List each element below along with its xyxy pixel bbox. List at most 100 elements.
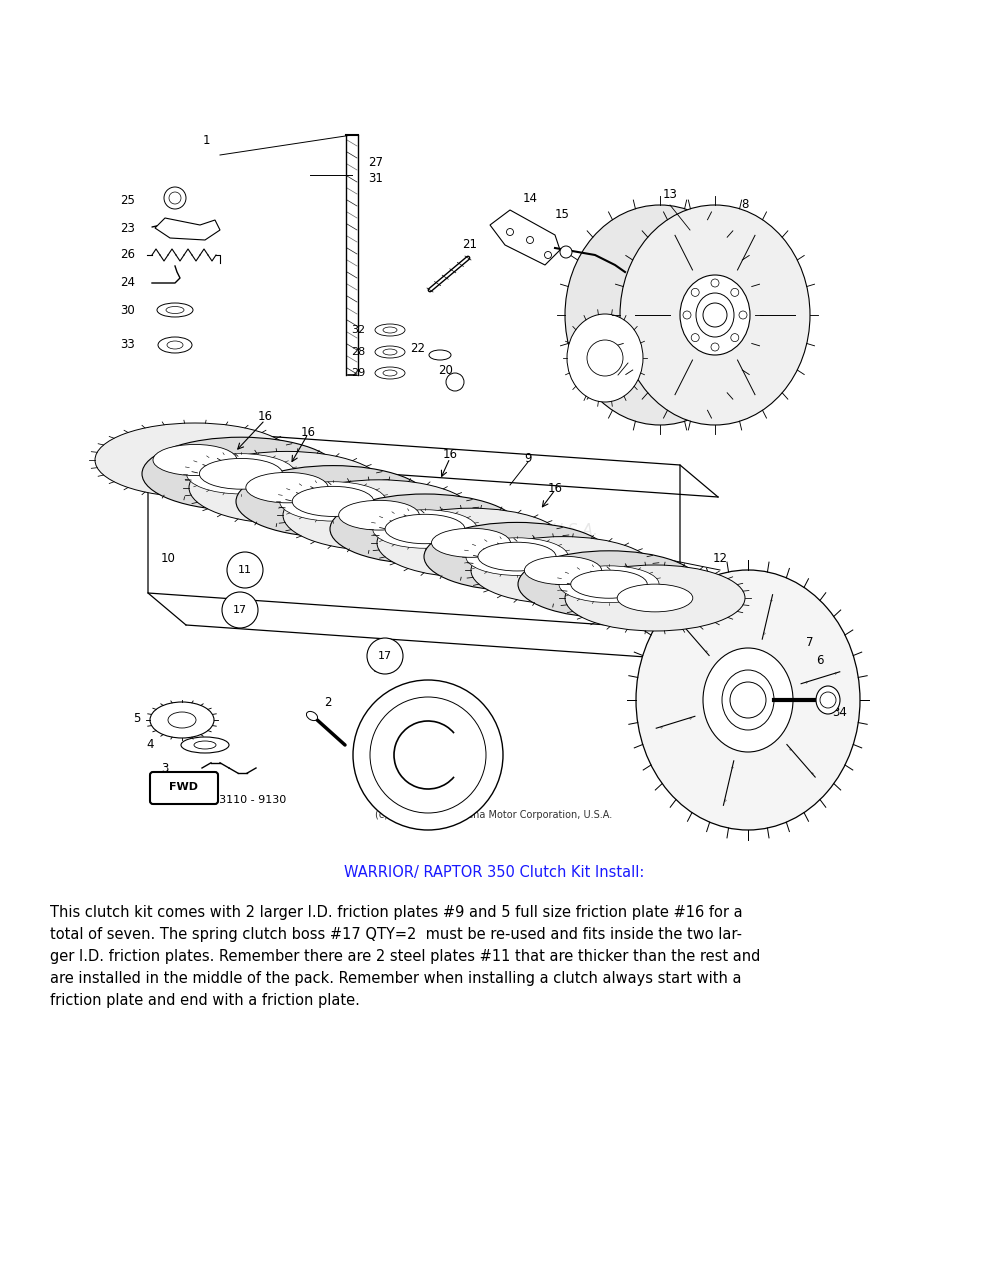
Text: 21: 21 xyxy=(462,238,477,251)
Text: 17: 17 xyxy=(233,605,247,614)
Ellipse shape xyxy=(150,701,214,739)
Ellipse shape xyxy=(373,509,478,548)
Text: 16: 16 xyxy=(257,411,273,424)
Text: 27: 27 xyxy=(368,155,383,169)
Text: 26: 26 xyxy=(120,248,135,261)
Circle shape xyxy=(169,192,181,204)
Ellipse shape xyxy=(330,494,520,564)
Ellipse shape xyxy=(559,566,659,603)
Ellipse shape xyxy=(187,453,296,494)
Circle shape xyxy=(703,303,727,326)
Text: 22: 22 xyxy=(410,342,425,355)
Circle shape xyxy=(370,698,486,813)
Ellipse shape xyxy=(565,205,755,425)
Ellipse shape xyxy=(338,500,419,530)
Text: 30: 30 xyxy=(121,303,135,316)
Ellipse shape xyxy=(383,370,397,376)
Circle shape xyxy=(506,229,513,236)
Text: 18: 18 xyxy=(610,356,625,369)
Ellipse shape xyxy=(167,340,183,349)
Ellipse shape xyxy=(703,648,793,751)
Ellipse shape xyxy=(153,444,237,476)
Text: 3GD3110 - 9130: 3GD3110 - 9130 xyxy=(195,795,286,805)
Ellipse shape xyxy=(816,686,840,714)
Ellipse shape xyxy=(142,438,340,511)
Ellipse shape xyxy=(680,275,750,355)
Text: 4: 4 xyxy=(146,739,153,751)
Text: 34: 34 xyxy=(833,705,848,718)
Ellipse shape xyxy=(280,481,387,521)
Text: 24: 24 xyxy=(120,276,135,289)
Text: 29: 29 xyxy=(351,369,365,378)
FancyBboxPatch shape xyxy=(150,772,218,804)
Ellipse shape xyxy=(158,337,192,353)
Ellipse shape xyxy=(478,543,556,571)
Text: 8: 8 xyxy=(742,198,749,211)
Text: 13: 13 xyxy=(663,188,677,201)
Text: 12: 12 xyxy=(712,552,728,564)
Circle shape xyxy=(711,343,719,351)
Ellipse shape xyxy=(283,480,475,550)
Ellipse shape xyxy=(157,303,193,317)
Text: friction plate and end with a friction plate.: friction plate and end with a friction p… xyxy=(50,993,360,1009)
Ellipse shape xyxy=(236,466,430,538)
Ellipse shape xyxy=(471,536,655,604)
Ellipse shape xyxy=(424,522,610,591)
Text: 32: 32 xyxy=(351,325,365,335)
Text: (c) 2005-2011 Yamaha Motor Corporation, U.S.A.: (c) 2005-2011 Yamaha Motor Corporation, … xyxy=(376,810,612,820)
Text: 11: 11 xyxy=(238,564,252,575)
Text: 17: 17 xyxy=(378,652,392,660)
Text: 16: 16 xyxy=(301,425,315,439)
Circle shape xyxy=(820,692,836,708)
Text: 16: 16 xyxy=(442,448,458,462)
Text: 28: 28 xyxy=(351,347,365,357)
Ellipse shape xyxy=(189,452,385,524)
Ellipse shape xyxy=(567,314,643,402)
Circle shape xyxy=(526,237,533,243)
Ellipse shape xyxy=(617,584,693,612)
Text: WARRIOR/ RAPTOR 350 Clutch Kit Install:: WARRIOR/ RAPTOR 350 Clutch Kit Install: xyxy=(344,865,644,881)
Ellipse shape xyxy=(429,349,451,360)
Text: 6: 6 xyxy=(816,654,824,667)
Text: 20: 20 xyxy=(438,364,453,376)
Text: 33: 33 xyxy=(121,338,135,352)
Ellipse shape xyxy=(375,367,405,379)
Ellipse shape xyxy=(307,712,317,721)
Ellipse shape xyxy=(200,458,283,489)
Ellipse shape xyxy=(194,741,216,749)
Text: 19: 19 xyxy=(592,337,607,349)
Text: This clutch kit comes with 2 larger I.D. friction plates #9 and 5 full size fric: This clutch kit comes with 2 larger I.D.… xyxy=(50,905,743,920)
Ellipse shape xyxy=(375,346,405,358)
Ellipse shape xyxy=(95,422,295,497)
Ellipse shape xyxy=(466,538,568,576)
Circle shape xyxy=(691,288,699,297)
Circle shape xyxy=(739,311,747,319)
Circle shape xyxy=(545,251,552,259)
Ellipse shape xyxy=(565,564,745,631)
Text: 1: 1 xyxy=(376,749,384,762)
Text: 10: 10 xyxy=(160,552,175,564)
Ellipse shape xyxy=(722,669,774,730)
Circle shape xyxy=(711,279,719,287)
Ellipse shape xyxy=(246,472,328,503)
Circle shape xyxy=(731,288,739,297)
Text: 23: 23 xyxy=(120,221,135,234)
Text: 9: 9 xyxy=(524,452,532,465)
Ellipse shape xyxy=(696,293,734,337)
Text: 5: 5 xyxy=(134,712,140,724)
Ellipse shape xyxy=(168,712,196,728)
Circle shape xyxy=(164,187,186,209)
Text: 25: 25 xyxy=(120,193,135,206)
Ellipse shape xyxy=(524,557,601,585)
Circle shape xyxy=(367,637,403,675)
Ellipse shape xyxy=(518,550,700,618)
Circle shape xyxy=(353,680,503,829)
Text: 3: 3 xyxy=(161,762,169,774)
Polygon shape xyxy=(155,218,220,241)
Ellipse shape xyxy=(636,570,860,829)
Circle shape xyxy=(730,682,766,718)
Circle shape xyxy=(587,340,623,376)
Text: total of seven. The spring clutch boss #17 QTY=2  must be re-used and fits insid: total of seven. The spring clutch boss #… xyxy=(50,927,742,942)
Text: 10: 10 xyxy=(373,662,388,675)
Text: 7: 7 xyxy=(806,635,814,649)
